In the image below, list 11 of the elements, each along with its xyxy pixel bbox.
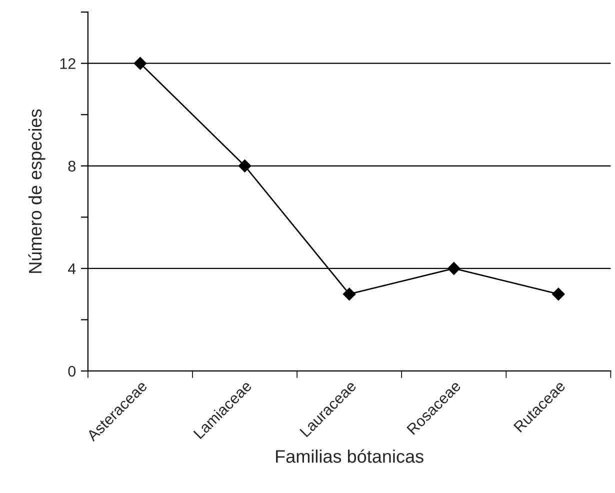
y-tick-label: 0 xyxy=(68,366,76,377)
y-tick-label: 12 xyxy=(60,58,76,69)
y-axis-title: Número de especies xyxy=(28,109,46,273)
y-tick-label: 8 xyxy=(68,160,76,172)
point xyxy=(134,56,147,70)
point xyxy=(238,159,252,172)
point xyxy=(552,288,565,300)
point xyxy=(447,262,460,275)
y-tick-label: 4 xyxy=(68,263,76,274)
point xyxy=(342,288,356,300)
x-axis-title: Familias bótanicas xyxy=(276,449,424,463)
